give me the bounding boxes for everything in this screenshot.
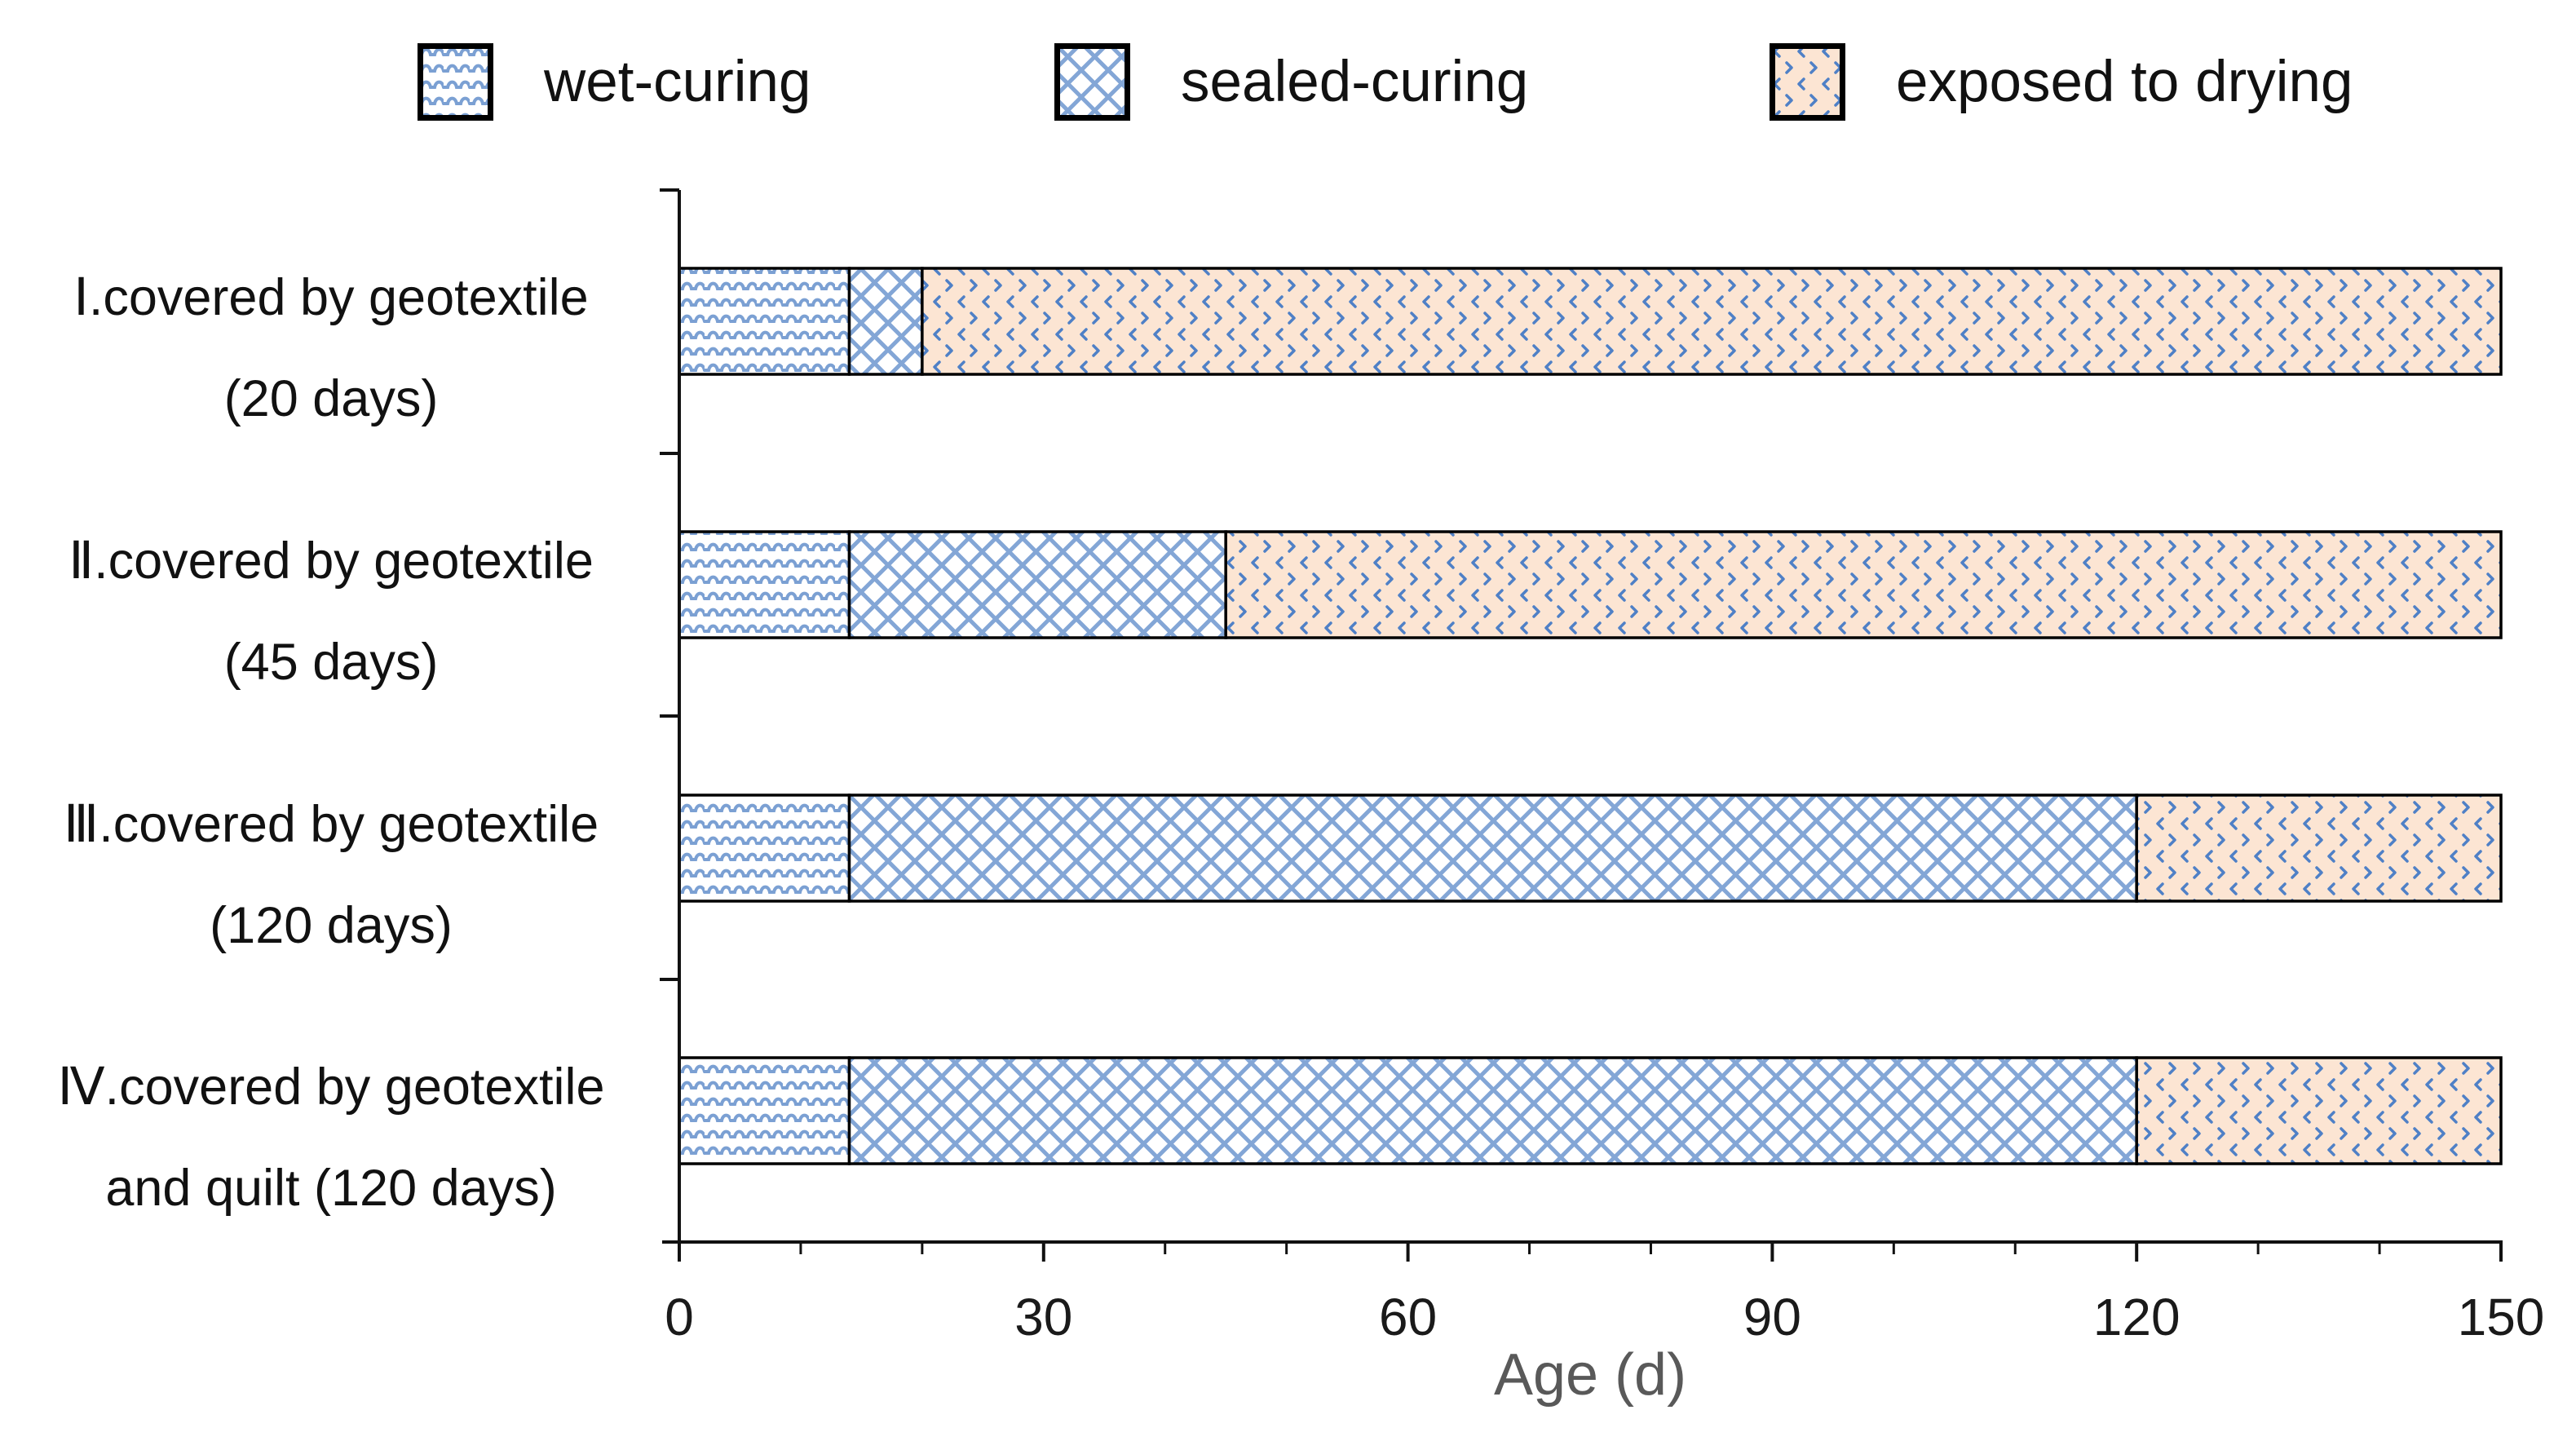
bar-segment-wave-row4	[678, 1056, 851, 1165]
x-tick-label: 60	[1379, 1288, 1437, 1346]
category-label-4-line2: and quilt (120 days)	[105, 1160, 557, 1217]
category-label-4: Ⅳ.covered by geotextile and quilt (120 d…	[0, 1037, 662, 1239]
bar-segment-chevron-row4	[2135, 1056, 2503, 1165]
category-label-3-line1: Ⅲ.covered by geotextile	[63, 796, 599, 853]
bar-segment-chevron-row2	[1224, 530, 2503, 639]
x-tick-label: 120	[2093, 1288, 2181, 1346]
wet-curing-swatch-icon	[418, 42, 493, 121]
x-tick-label: 30	[1014, 1288, 1072, 1346]
category-label-1: Ⅰ.covered by geotextile (20 days)	[0, 247, 662, 449]
bar-segment-crosshatch-row1	[847, 267, 924, 376]
legend-item-exposed-to-drying: exposed to drying	[1770, 33, 2353, 130]
x-axis-title: Age (d)	[1493, 1342, 1687, 1408]
legend-item-wet-curing: wet-curing	[418, 33, 811, 130]
legend-label-exposed-to-drying: exposed to drying	[1896, 49, 2353, 114]
category-label-1-line1: Ⅰ.covered by geotextile	[73, 269, 589, 326]
bar-segment-wave-row1	[678, 267, 851, 376]
bar-segment-crosshatch-row3	[847, 793, 2138, 903]
x-tick-label: 0	[665, 1288, 694, 1346]
bar-segment-chevron-row1	[921, 267, 2503, 376]
bar-segment-wave-row2	[678, 530, 851, 639]
exposed-to-drying-swatch-icon	[1770, 42, 1845, 121]
bar-segment-crosshatch-row4	[847, 1056, 2138, 1165]
category-label-2: Ⅱ.covered by geotextile (45 days)	[0, 511, 662, 713]
x-tick-label: 90	[1743, 1288, 1801, 1346]
bar-segment-wave-row3	[678, 793, 851, 903]
bar-segment-chevron-row3	[2135, 793, 2503, 903]
category-label-2-line1: Ⅱ.covered by geotextile	[68, 533, 594, 590]
bar-segment-crosshatch-row2	[847, 530, 1227, 639]
legend-label-sealed-curing: sealed-curing	[1181, 49, 1529, 114]
category-label-4-line1: Ⅳ.covered by geotextile	[57, 1059, 605, 1116]
category-label-2-line2: (45 days)	[223, 634, 439, 691]
sealed-curing-swatch-icon	[1054, 42, 1130, 121]
category-label-1-line2: (20 days)	[223, 370, 439, 427]
category-label-3-line2: (120 days)	[210, 897, 453, 954]
legend-label-wet-curing: wet-curing	[544, 49, 811, 114]
x-tick-label: 150	[2458, 1288, 2545, 1346]
legend-item-sealed-curing: sealed-curing	[1054, 33, 1528, 130]
category-label-3: Ⅲ.covered by geotextile (120 days)	[0, 774, 662, 976]
